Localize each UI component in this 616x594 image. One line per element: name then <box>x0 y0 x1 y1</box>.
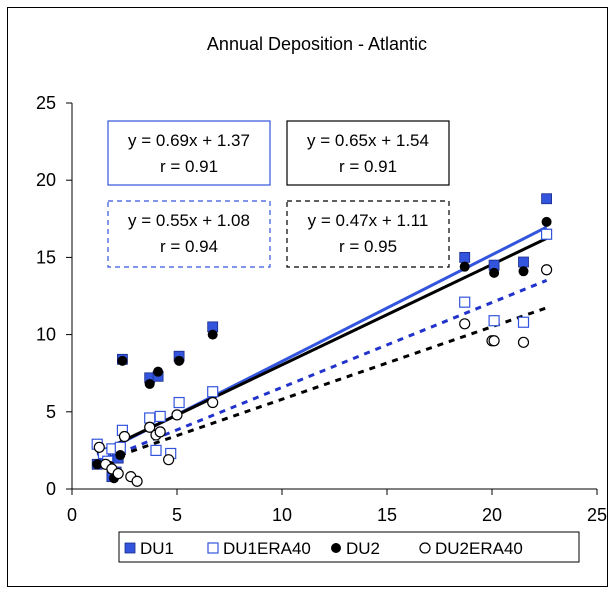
x-tick-label: 10 <box>272 505 292 525</box>
data-point <box>459 296 471 308</box>
x-tick-label: 15 <box>377 505 397 525</box>
equation-box: y = 0.47x + 1.11 r = 0.95 <box>286 200 450 268</box>
data-point <box>540 228 553 240</box>
axes: 0 5 10 15 20 25 0 5 10 15 20 25 <box>36 93 607 525</box>
equation-box-border <box>286 120 450 186</box>
chart-title: Annual Deposition - Atlantic <box>207 34 427 54</box>
correlation-text: r = 0.94 <box>160 237 218 256</box>
data-point <box>93 441 105 453</box>
y-tick-label: 15 <box>36 247 56 267</box>
data-points <box>91 193 553 487</box>
legend-label: DU1 <box>140 539 174 558</box>
equation-text: y = 0.65x + 1.54 <box>307 131 429 150</box>
data-point <box>117 355 128 366</box>
legend-marker <box>124 542 136 554</box>
data-point <box>207 396 219 409</box>
legend-box <box>118 531 580 563</box>
data-point <box>459 251 471 263</box>
correlation-text: r = 0.91 <box>160 157 218 176</box>
series-du2era40 <box>93 264 553 487</box>
data-point <box>174 355 185 366</box>
equation-box-border <box>107 120 271 186</box>
data-point <box>144 421 156 433</box>
legend-label: DU1ERA40 <box>223 539 311 558</box>
legend-marker <box>207 542 219 554</box>
data-point <box>131 475 143 487</box>
legend-label: DU2ERA40 <box>435 539 523 558</box>
x-tick-label: 5 <box>172 505 182 525</box>
x-tick-label: 20 <box>482 505 502 525</box>
chart-frame <box>7 7 608 587</box>
trendline-du1era40 <box>96 279 548 464</box>
y-tick-label: 20 <box>36 170 56 190</box>
equation-text: y = 0.47x + 1.11 <box>308 211 429 230</box>
data-point <box>488 335 500 347</box>
data-point <box>517 316 530 328</box>
data-point <box>517 336 530 348</box>
data-point <box>488 315 500 327</box>
data-point <box>173 396 185 409</box>
data-point <box>153 366 164 377</box>
data-point <box>144 379 155 390</box>
y-tick-label: 25 <box>36 93 56 113</box>
data-point <box>144 412 156 424</box>
y-tick-label: 5 <box>46 402 56 422</box>
y-tick-label: 0 <box>46 479 56 499</box>
equation-box-border <box>107 200 271 268</box>
data-point <box>115 450 126 461</box>
equation-box: y = 0.55x + 1.08 r = 0.94 <box>107 200 271 268</box>
legend-marker <box>331 543 341 553</box>
data-point <box>207 329 218 340</box>
legend: DU1 DU1ERA40 DU2 DU2ERA40 <box>118 531 580 563</box>
data-point <box>154 426 166 438</box>
data-point <box>540 264 553 276</box>
data-point <box>459 261 470 272</box>
y-tick-label: 10 <box>36 325 56 345</box>
equation-boxes: y = 0.69x + 1.37r = 0.91y = 0.65x + 1.54… <box>107 120 450 268</box>
data-point <box>118 430 131 443</box>
data-point <box>518 266 529 277</box>
data-point <box>459 318 471 330</box>
equation-box: y = 0.65x + 1.54 r = 0.91 <box>286 120 450 186</box>
data-point <box>541 216 552 227</box>
equation-box: y = 0.69x + 1.37 r = 0.91 <box>107 120 271 186</box>
data-point <box>541 193 552 205</box>
equation-text: y = 0.69x + 1.37 <box>128 131 250 150</box>
equation-box-border <box>286 200 450 268</box>
legend-marker <box>419 542 431 554</box>
data-point <box>150 444 162 456</box>
data-point <box>207 386 219 398</box>
data-point <box>171 409 183 421</box>
correlation-text: r = 0.95 <box>339 237 397 256</box>
data-point <box>112 467 124 480</box>
correlation-text: r = 0.91 <box>339 157 397 176</box>
equation-text: y = 0.55x + 1.08 <box>128 211 250 230</box>
x-tick-label: 25 <box>587 505 607 525</box>
data-point <box>92 459 103 470</box>
trendline-du2era40 <box>96 306 548 465</box>
data-point <box>154 410 166 423</box>
data-point <box>518 256 529 268</box>
data-point <box>163 454 175 466</box>
x-tick-label: 0 <box>67 505 77 525</box>
data-point <box>489 267 500 278</box>
legend-label: DU2 <box>346 539 380 558</box>
